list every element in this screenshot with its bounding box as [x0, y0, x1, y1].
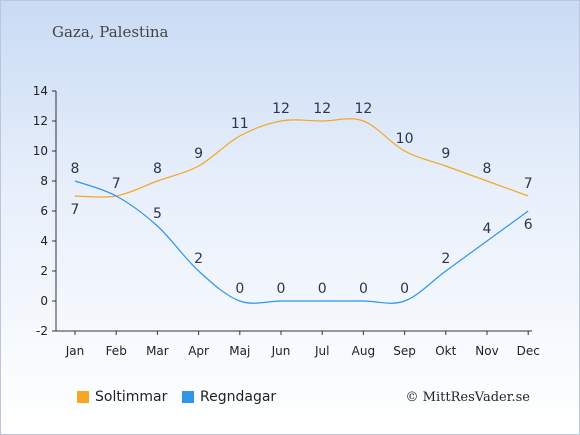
- legend-label-regndagar: Regndagar: [200, 389, 277, 405]
- legend-item-soltimmar: Soltimmar: [77, 389, 167, 405]
- y-tick-label: 2: [40, 264, 48, 278]
- data-label-regndagar: 2: [194, 251, 203, 267]
- legend-swatch-regndagar: [182, 391, 194, 403]
- data-label-regndagar: 0: [277, 281, 286, 297]
- point-labels: 7 7 8 9 11 12 12 12 10 9 8 7 8 5 2 0 0 0 0 0 2 4 6: [71, 101, 533, 297]
- y-tick-label: -2: [36, 324, 48, 338]
- data-label-regndagar: 5: [153, 206, 162, 222]
- x-tick-label: Sep: [393, 344, 416, 358]
- x-tick-label: Aug: [352, 344, 375, 358]
- x-tick-label: Feb: [106, 344, 127, 358]
- y-tick-label: 0: [40, 294, 48, 308]
- x-tick-label: Nov: [475, 344, 498, 358]
- y-tick-label: 12: [33, 114, 48, 128]
- data-label-soltimmar: 12: [313, 101, 331, 117]
- data-label-soltimmar: 9: [441, 146, 450, 162]
- data-label-regndagar: 0: [359, 281, 368, 297]
- data-label-regndagar: 2: [441, 251, 450, 267]
- data-label-regndagar: 0: [235, 281, 244, 297]
- credit-text: © MittResVader.se: [405, 390, 530, 405]
- legend-label-soltimmar: Soltimmar: [95, 389, 168, 405]
- axes: -2 0 2 4 6 8 10 12 14 Jan Feb Mar Apr Maj Jun Jul Aug Sep…: [33, 84, 540, 358]
- x-tick-label: Okt: [435, 344, 456, 358]
- legend-item-regndagar: Regndagar: [182, 389, 276, 405]
- data-label-soltimmar: 9: [194, 146, 203, 162]
- y-tick-label: 10: [33, 144, 48, 158]
- y-tick-label: 6: [40, 204, 48, 218]
- series-line-soltimmar: [74, 118, 529, 198]
- series-lines: [74, 118, 529, 304]
- data-label-soltimmar: 12: [272, 101, 290, 117]
- legend-swatch-soltimmar: [77, 391, 89, 403]
- x-tick-label: Apr: [188, 344, 209, 358]
- data-label-soltimmar: 12: [354, 101, 372, 117]
- data-label-regndagar: 0: [400, 281, 409, 297]
- data-label-soltimmar: 7: [524, 176, 533, 192]
- data-label-soltimmar: 11: [231, 116, 249, 132]
- data-label-soltimmar: 8: [483, 161, 492, 177]
- data-label-regndagar: 0: [318, 281, 327, 297]
- data-label-soltimmar: 7: [112, 176, 121, 192]
- x-tick-label: Jun: [271, 344, 291, 358]
- x-tick-label: Jan: [65, 344, 85, 358]
- data-label-soltimmar: 8: [153, 161, 162, 177]
- y-tick-label: 8: [40, 174, 48, 188]
- y-tick-label: 14: [33, 84, 48, 98]
- chart-title: Gaza, Palestina: [52, 23, 169, 41]
- y-tick-label: 4: [40, 234, 48, 248]
- data-label-regndagar: 6: [524, 217, 533, 233]
- data-label-soltimmar: 7: [71, 202, 80, 218]
- x-tick-label: Maj: [229, 344, 250, 358]
- series-line-regndagar: [74, 180, 529, 304]
- data-label-regndagar: 8: [71, 161, 80, 177]
- data-label-soltimmar: 10: [396, 131, 414, 147]
- x-tick-label: Mar: [146, 344, 169, 358]
- x-tick-label: Dec: [517, 344, 540, 358]
- data-label-regndagar: 4: [483, 221, 492, 237]
- x-tick-label: Jul: [314, 344, 329, 358]
